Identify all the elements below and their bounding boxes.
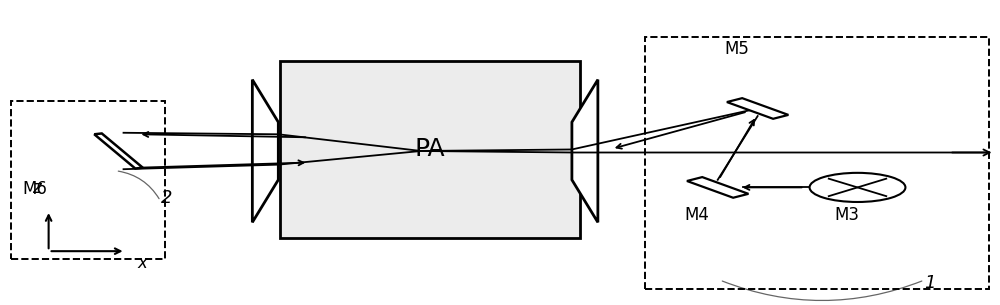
Text: z: z [32,178,41,196]
Polygon shape [94,134,143,169]
Text: x: x [138,254,147,272]
Text: 1: 1 [924,274,936,292]
Bar [645,37,989,289]
Polygon shape [687,177,748,198]
Bar [11,101,165,259]
Text: 2: 2 [160,189,172,207]
Text: M3: M3 [835,206,860,224]
Text: M5: M5 [725,40,750,58]
Text: M6: M6 [23,180,48,198]
Circle shape [810,173,905,202]
Text: M4: M4 [685,206,710,224]
Polygon shape [252,80,278,222]
Bar [280,61,580,238]
Polygon shape [727,98,788,119]
Text: PA: PA [415,138,445,161]
Polygon shape [572,80,598,222]
